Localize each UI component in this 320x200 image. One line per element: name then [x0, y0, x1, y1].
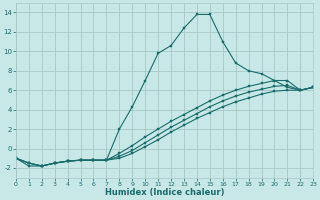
X-axis label: Humidex (Indice chaleur): Humidex (Indice chaleur) [105, 188, 224, 197]
